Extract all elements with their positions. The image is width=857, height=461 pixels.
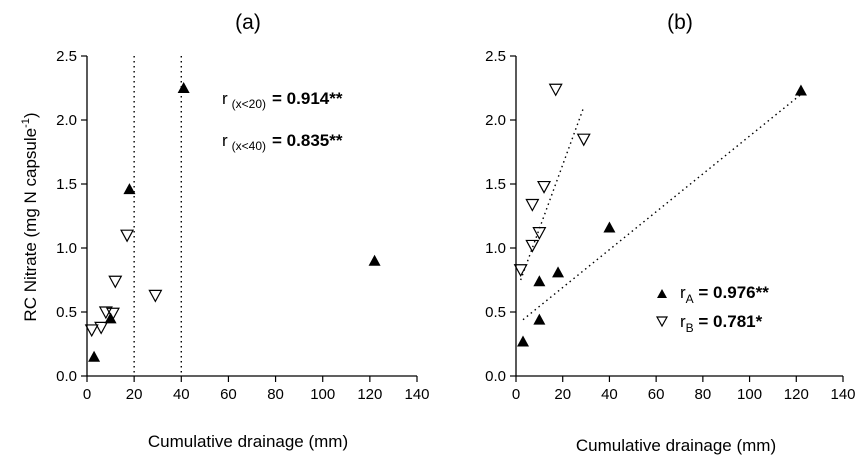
panel-b-point-filled-triangle (517, 335, 530, 347)
panel-a-point-open-triangle (105, 307, 120, 321)
panel-a-x-tick-label: 20 (126, 386, 143, 403)
panel-a-point-filled-triangle (88, 350, 101, 362)
panel-a-point-open-triangle (120, 229, 135, 243)
panel-a-x-tick-label: 0 (83, 386, 91, 403)
panel-a-y-axis-title: RC Nitrate (mg N capsule-1) (20, 112, 40, 321)
panel-b-point-open-triangle (548, 83, 563, 97)
panel-b-x-tick-label: 0 (512, 386, 520, 403)
panel-b-y-tick-label: 1.0 (485, 240, 506, 257)
panel-b-y-tick-label: 2.5 (485, 48, 506, 65)
panel-b-x-tick-label: 100 (737, 386, 762, 403)
panel-a-y-tick-label: 1.5 (56, 176, 77, 193)
panel-a-x-tick-label: 40 (173, 386, 190, 403)
panel-b-legend: rA = 0.976** rB = 0.781* (655, 283, 769, 335)
panel-a-x-tick-label: 100 (310, 386, 335, 403)
legend-marker-filled-triangle (657, 289, 667, 298)
panel-b-x-tick-label: 60 (648, 386, 665, 403)
panel-a-annotation-2: r (x<40) = 0.835** (222, 131, 343, 153)
panel-a-point-open-triangle (148, 289, 163, 303)
panel-b: (b) Cumulative drainage (mm) rA = 0.976*… (485, 11, 855, 455)
panel-a: (a) RC Nitrate (mg N capsule-1) Cumulati… (20, 11, 430, 451)
panel-a-point-open-triangle (94, 321, 109, 335)
panel-b-y-tick-label: 0.0 (485, 368, 506, 385)
legend-entry-a: rA = 0.976** (680, 283, 769, 306)
panel-a-annotation-1: r (x<20) = 0.914** (222, 89, 343, 111)
panel-b-x-tick-label: 40 (601, 386, 618, 403)
panel-b-point-open-triangle (532, 227, 547, 240)
panel-b-y-tick-label: 0.5 (485, 304, 506, 321)
panel-b-point-filled-triangle (533, 313, 546, 325)
panel-a-label: (a) (235, 11, 261, 34)
panel-b-point-filled-triangle (533, 275, 546, 287)
panel-b-y-tick-label: 2.0 (485, 112, 506, 129)
panel-a-y-tick-label: 0.0 (56, 368, 77, 385)
panel-a-y-tick-label: 1.0 (56, 240, 77, 257)
panel-a-point-filled-triangle (104, 312, 117, 324)
panel-b-x-axis-title: Cumulative drainage (mm) (576, 436, 776, 455)
panel-a-point-filled-triangle (177, 82, 190, 93)
panel-a-y-tick-label: 2.0 (56, 112, 77, 129)
panel-b-trend-line (520, 106, 585, 281)
panel-b-point-open-triangle (525, 239, 540, 253)
panel-b-x-tick-label: 80 (695, 386, 712, 403)
panel-b-point-open-triangle (576, 133, 591, 147)
panel-a-x-tick-label: 120 (357, 386, 382, 403)
panel-a-point-open-triangle (108, 275, 123, 289)
panel-b-point-filled-triangle (552, 266, 565, 278)
panel-a-point-filled-triangle (123, 183, 136, 195)
panel-a-x-tick-label: 60 (220, 386, 237, 403)
panel-a-point-open-triangle (84, 324, 99, 338)
panel-a-x-tick-label: 140 (404, 386, 429, 403)
panel-a-y-tick-label: 2.5 (56, 48, 77, 65)
panel-a-y-tick-label: 0.5 (56, 304, 77, 321)
panel-a-x-axis-title: Cumulative drainage (mm) (148, 432, 348, 451)
panel-a-x-tick-label: 80 (267, 386, 284, 403)
panel-b-y-tick-label: 1.5 (485, 176, 506, 193)
panel-b-point-filled-triangle (603, 221, 616, 233)
panel-b-x-tick-label: 20 (554, 386, 571, 403)
panel-b-point-open-triangle (513, 264, 528, 278)
panel-b-x-tick-label: 120 (784, 386, 809, 403)
panel-b-x-tick-label: 140 (830, 386, 855, 403)
panel-b-point-filled-triangle (794, 84, 807, 96)
panel-b-label: (b) (667, 11, 693, 34)
legend-marker-open-triangle (655, 316, 669, 328)
panel-b-point-open-triangle (525, 198, 540, 212)
panel-a-point-filled-triangle (368, 254, 381, 266)
panel-b-point-open-triangle (537, 180, 552, 194)
panel-a-annotations: r (x<20) = 0.914** r (x<40) = 0.835** (222, 89, 343, 153)
legend-entry-b: rB = 0.781* (680, 312, 763, 335)
